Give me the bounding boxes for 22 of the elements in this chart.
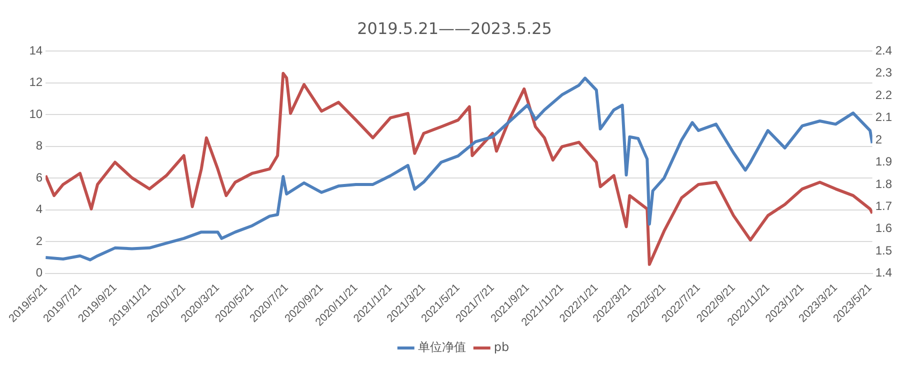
legend-label: pb xyxy=(494,340,510,354)
y2-tick-label: 1.6 xyxy=(875,221,892,236)
y2-tick-label: 1.9 xyxy=(875,154,892,169)
y2-tick-label: 1.7 xyxy=(875,198,892,213)
y-tick-label: 0 xyxy=(36,266,43,280)
y2-tick-label: 2 xyxy=(875,132,882,146)
y2-tick-label: 1.5 xyxy=(875,243,892,258)
y2-tick-label: 2.2 xyxy=(875,88,892,102)
y-tick-label: 4 xyxy=(36,202,43,216)
y2-tick-label: 2.4 xyxy=(875,44,892,58)
y-tick-label: 12 xyxy=(29,75,43,90)
y-tick-label: 10 xyxy=(29,106,43,121)
legend-label: 单位净值 xyxy=(418,340,466,354)
y-tick-label: 14 xyxy=(29,44,43,58)
y-tick-label: 8 xyxy=(36,138,43,153)
y2-tick-label: 1.4 xyxy=(875,266,892,280)
y2-tick-label: 1.8 xyxy=(875,176,892,191)
y2-tick-label: 2.1 xyxy=(875,110,892,124)
chart-title: 2019.5.21——2023.5.25 xyxy=(357,18,552,38)
y2-tick-label: 2.3 xyxy=(875,66,892,80)
y-tick-label: 2 xyxy=(36,234,43,248)
y-tick-label: 6 xyxy=(36,170,43,184)
